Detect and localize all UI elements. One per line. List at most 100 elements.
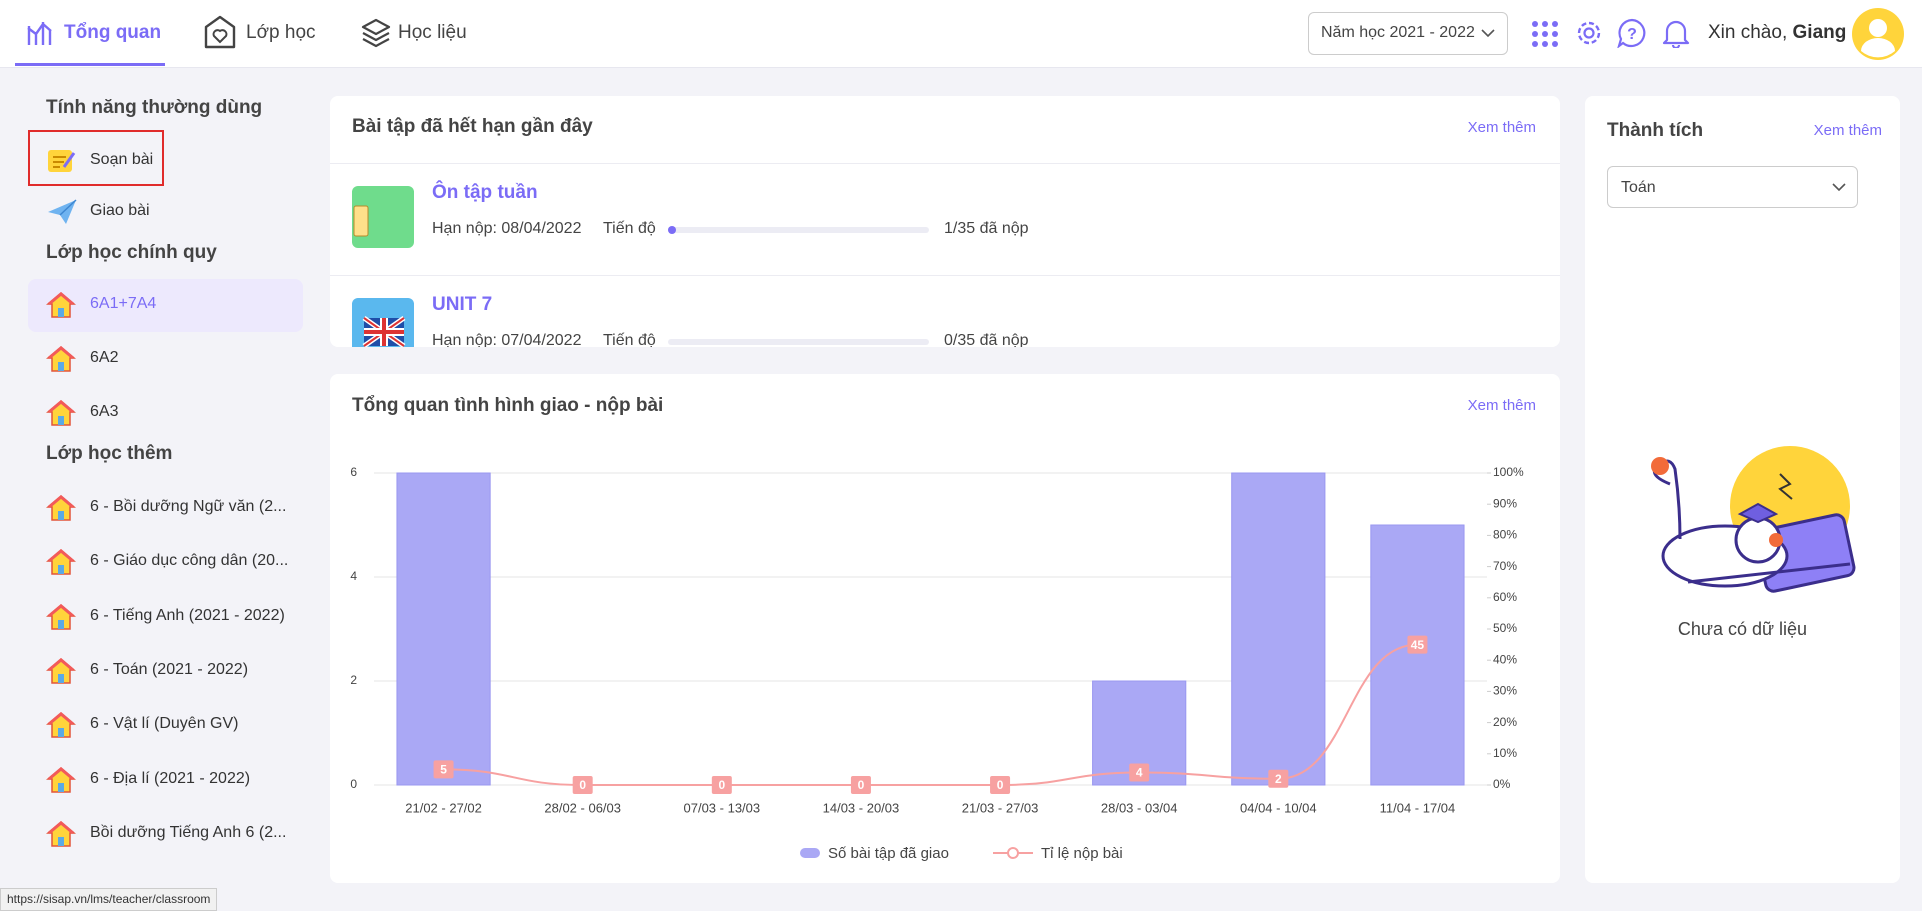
sidebar-item[interactable]: 6 - Toán (2021 - 2022) (90, 661, 249, 678)
sidebar-item[interactable]: 6 - Tiếng Anh (2021 - 2022) (90, 607, 285, 624)
achievements-card: Thành tích Xem thêm Toán Chưa có dữ liệu (1585, 96, 1900, 883)
top-nav: Tổng quan Lớp học Học liệu Năm học 2021 … (0, 0, 1922, 68)
sidebar-item[interactable]: Bồi dưỡng Tiếng Anh 6 (2... (90, 824, 287, 841)
value-label: 2 (1275, 772, 1282, 786)
value-label: 0 (997, 778, 1004, 792)
icon (45, 821, 77, 847)
y2-tick-label: 10% (1493, 746, 1517, 760)
value-label: 4 (1136, 766, 1143, 780)
sidebar-item[interactable]: 6A3 (90, 403, 119, 420)
y-tick-label: 6 (350, 465, 357, 479)
divider (330, 163, 1560, 164)
icon (48, 199, 77, 224)
value-label: 0 (579, 778, 586, 792)
more-link[interactable]: Xem thêm (1468, 397, 1536, 414)
more-link[interactable]: Xem thêm (1813, 122, 1882, 139)
x-tick-label: 28/02 - 06/03 (544, 800, 621, 815)
sidebar-item[interactable]: Soạn bài (90, 151, 154, 168)
item-icon (45, 345, 77, 373)
legend-swatch (800, 848, 820, 858)
active-item-bg (28, 279, 303, 332)
sidebar-item[interactable]: 6 - Vật lí (Duyên GV) (90, 715, 239, 732)
value-label-bg (433, 760, 454, 779)
item-icon (46, 198, 77, 226)
legend-swatch (1007, 847, 1019, 859)
y2-tick-label: 20% (1493, 715, 1517, 729)
year-select-text: Năm học 2021 - 2022 (1321, 24, 1475, 41)
y2-tick-label: 80% (1493, 528, 1517, 542)
bar (1370, 524, 1465, 786)
help-icon[interactable]: ? (1617, 18, 1647, 48)
item-icon (45, 711, 77, 739)
subject-select[interactable]: Toán (1607, 166, 1858, 208)
settings-icon[interactable] (1574, 18, 1604, 48)
assignment-name[interactable]: UNIT 7 (432, 294, 493, 315)
value-label-bg (572, 776, 593, 794)
icon (48, 150, 76, 172)
sidebar-item[interactable]: 6 - Địa lí (2021 - 2022) (90, 770, 251, 787)
sidebar-item[interactable]: 6 - Giáo dục công dân (20... (90, 552, 289, 569)
assignment-list: Ôn tập tuần Hạn nộp: 08/04/2022 Tiến độ 1/3… (330, 164, 1560, 347)
value-label-bg (1407, 635, 1428, 654)
card-title: Bài tập đã hết hạn gần đây (352, 116, 593, 137)
y2-tick-label: 100% (1493, 465, 1524, 479)
y2-tick-label: 50% (1493, 621, 1517, 635)
x-tick-label: 28/03 - 03/04 (1101, 800, 1178, 815)
legend-item[interactable]: Tỉ lệ nộp bài (993, 845, 1123, 862)
value-label-bg (1129, 763, 1150, 782)
sidebar-item[interactable]: 6 - Bồi dưỡng Ngữ văn (2... (90, 498, 287, 515)
item-icon (45, 291, 77, 319)
y2-tick-label: 0% (1493, 777, 1511, 791)
item-icon (45, 548, 77, 576)
year-select[interactable]: Năm học 2021 - 2022 (1308, 12, 1508, 55)
nav-tab[interactable]: Tổng quan (64, 22, 162, 43)
bell-icon[interactable] (1662, 18, 1690, 48)
empty-text: Chưa có dữ liệu (1677, 619, 1808, 639)
value-label: 5 (440, 763, 447, 777)
icon (45, 346, 77, 372)
value-label-bg (990, 776, 1011, 794)
x-tick-label: 07/03 - 13/03 (684, 800, 761, 815)
more-link[interactable]: Xem thêm (1467, 119, 1536, 136)
sidebar-section-title: Lớp học chính quy (46, 242, 217, 263)
avatar[interactable] (1851, 7, 1905, 61)
sidebar: Tính năng thường dùng Soạn bài Giao bài Lớp… (0, 68, 320, 888)
icon (45, 767, 77, 793)
bar (1231, 472, 1326, 786)
y-tick-label: 0 (350, 777, 357, 791)
y2-tick-label: 90% (1493, 496, 1517, 510)
svg-text:?: ? (1627, 26, 1637, 43)
highlight-box (28, 130, 164, 186)
bar (396, 472, 491, 786)
item-icon (46, 147, 76, 175)
material-icon (361, 18, 391, 48)
subject-text: Toán (1621, 179, 1656, 196)
nav-tab[interactable]: Lớp học (246, 22, 316, 43)
submitted-count: 1/35 đã nộp (944, 220, 1029, 237)
sidebar-item[interactable]: Giao bài (90, 202, 150, 219)
card-title: Thành tích (1607, 120, 1704, 141)
value-label-bg (711, 776, 732, 794)
user-name: Giang (1792, 22, 1847, 43)
tab-underline (15, 63, 165, 66)
sidebar-item[interactable]: 6A1+7A4 (90, 295, 157, 312)
item-icon (45, 820, 77, 848)
apps-icon[interactable] (1531, 20, 1559, 48)
item-icon (45, 603, 77, 631)
progress-track (668, 339, 929, 345)
legend-item[interactable]: Số bài tập đã giao (800, 845, 949, 862)
thumbnail (352, 298, 414, 347)
assignments-card: Bài tập đã hết hạn gần đây Xem thêm Ôn t… (330, 96, 1560, 347)
nav-tab[interactable]: Học liệu (398, 22, 467, 43)
y2-tick-label: 30% (1493, 684, 1517, 698)
chart: Tổng quan tình hình giao - nộp bài Xem t… (350, 395, 1536, 862)
assignment-name[interactable]: Ôn tập tuần (432, 182, 538, 203)
icon (45, 604, 77, 630)
x-tick-label: 14/03 - 20/03 (823, 800, 900, 815)
value-label-bg (850, 776, 871, 794)
progress-track (668, 227, 929, 233)
empty-illustration (1651, 446, 1856, 593)
icon (45, 495, 77, 521)
sidebar-item[interactable]: 6A2 (90, 349, 119, 366)
